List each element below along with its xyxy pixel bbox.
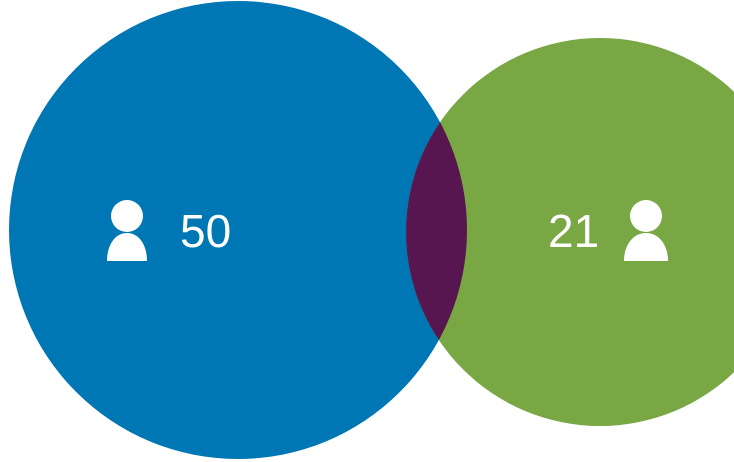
left-set-count: 50 xyxy=(180,205,231,257)
right-set-circle xyxy=(406,38,734,426)
user-icon xyxy=(624,200,668,261)
user-icon xyxy=(107,200,147,261)
left-set-circle xyxy=(9,1,467,459)
right-set-count: 21 xyxy=(548,205,599,257)
right-set-label: 21 xyxy=(548,200,668,261)
left-set-label: 50 xyxy=(107,200,231,261)
